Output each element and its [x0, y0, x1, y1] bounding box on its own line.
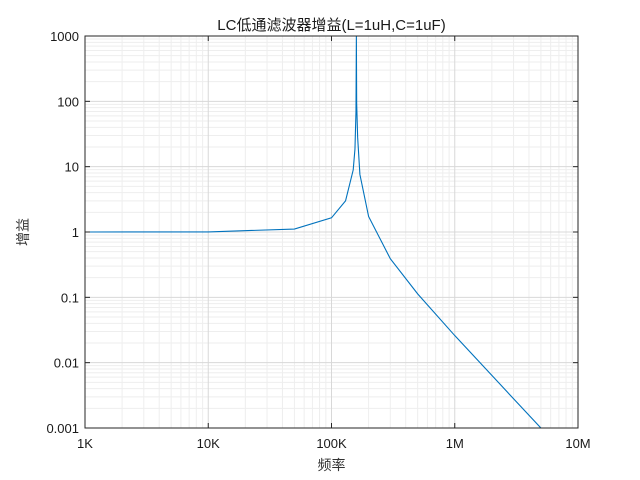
x-tick-label: 1K — [77, 436, 93, 451]
y-axis-label: 增益 — [16, 218, 32, 246]
ticks: 1K 10K 100K 1M 10M 1000 100 10 1 0.1 0.01 0.001 — [46, 29, 590, 451]
x-tick-label: 1M — [446, 436, 464, 451]
x-tick-label: 100K — [316, 436, 347, 451]
y-tick-label: 0.01 — [54, 356, 79, 371]
x-tick-label: 10K — [197, 436, 220, 451]
y-tick-label: 0.001 — [46, 421, 79, 436]
grid — [84, 35, 579, 429]
y-tick-label: 0.1 — [61, 290, 79, 305]
gain-curve — [85, 36, 542, 428]
x-tick-label: 10M — [565, 436, 590, 451]
x-axis-label: 频率 — [318, 457, 346, 474]
y-tick-label: 100 — [57, 94, 79, 109]
y-tick-label: 10 — [65, 160, 79, 175]
curve-layer — [85, 36, 542, 428]
y-tick-label: 1 — [72, 225, 79, 240]
chart-title: LC低通滤波器增益(L=1uH,C=1uF) — [217, 17, 445, 34]
y-tick-label: 1000 — [50, 29, 79, 44]
